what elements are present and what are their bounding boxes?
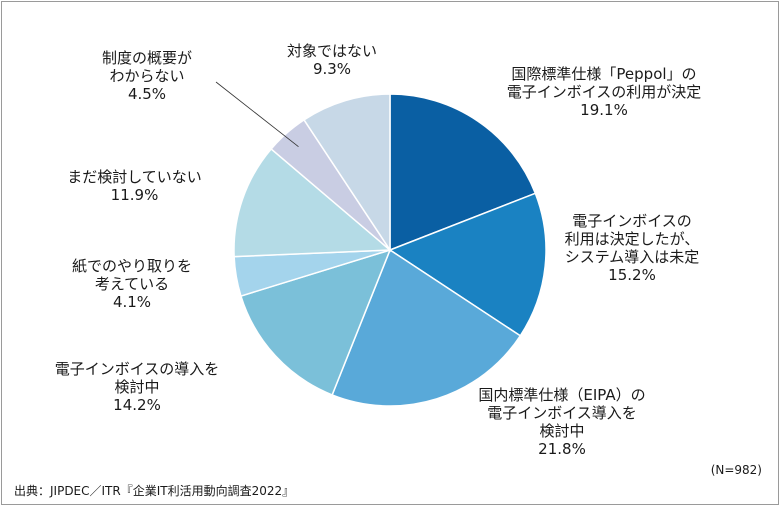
slice-label-decided-system-undecided: 電子インボイスの 利用は決定したが、 システム導入は未定 15.2% bbox=[564, 212, 700, 284]
slice-label-considering: 電子インボイスの導入を 検討中 14.2% bbox=[54, 360, 220, 414]
pie-slice-not-considered bbox=[233, 147, 392, 258]
slice-label-not-applicable: 対象ではない 9.3% bbox=[286, 42, 377, 78]
pie-slice-peppol-decided bbox=[389, 93, 537, 252]
pie-slice-considering bbox=[240, 248, 392, 396]
pie-slice-eipa-considering bbox=[331, 248, 522, 407]
pie-slice-decided-system-undecided bbox=[388, 192, 547, 337]
slice-label-peppol-decided: 国際標準仕様「Peppol」の 電子インボイスの利用が決定 19.1% bbox=[506, 65, 702, 119]
slice-label-not-considered: まだ検討していない 11.9% bbox=[67, 168, 202, 204]
sample-size: (N=982) bbox=[710, 463, 762, 477]
leader-line-unknown bbox=[215, 81, 299, 148]
slice-label-unknown: 制度の概要が わからない 4.5% bbox=[101, 49, 192, 103]
slice-label-paper: 紙でのやり取りを 考えている 4.1% bbox=[71, 257, 192, 311]
pie-slice-not-applicable bbox=[302, 93, 391, 253]
source-note: 出典：JIPDEC／ITR『企業IT利活用動向調査2022』 bbox=[14, 484, 295, 498]
slice-label-eipa-considering: 国内標準仕様（EIPA）の 電子インボイス導入を 検討中 21.8% bbox=[478, 386, 646, 458]
